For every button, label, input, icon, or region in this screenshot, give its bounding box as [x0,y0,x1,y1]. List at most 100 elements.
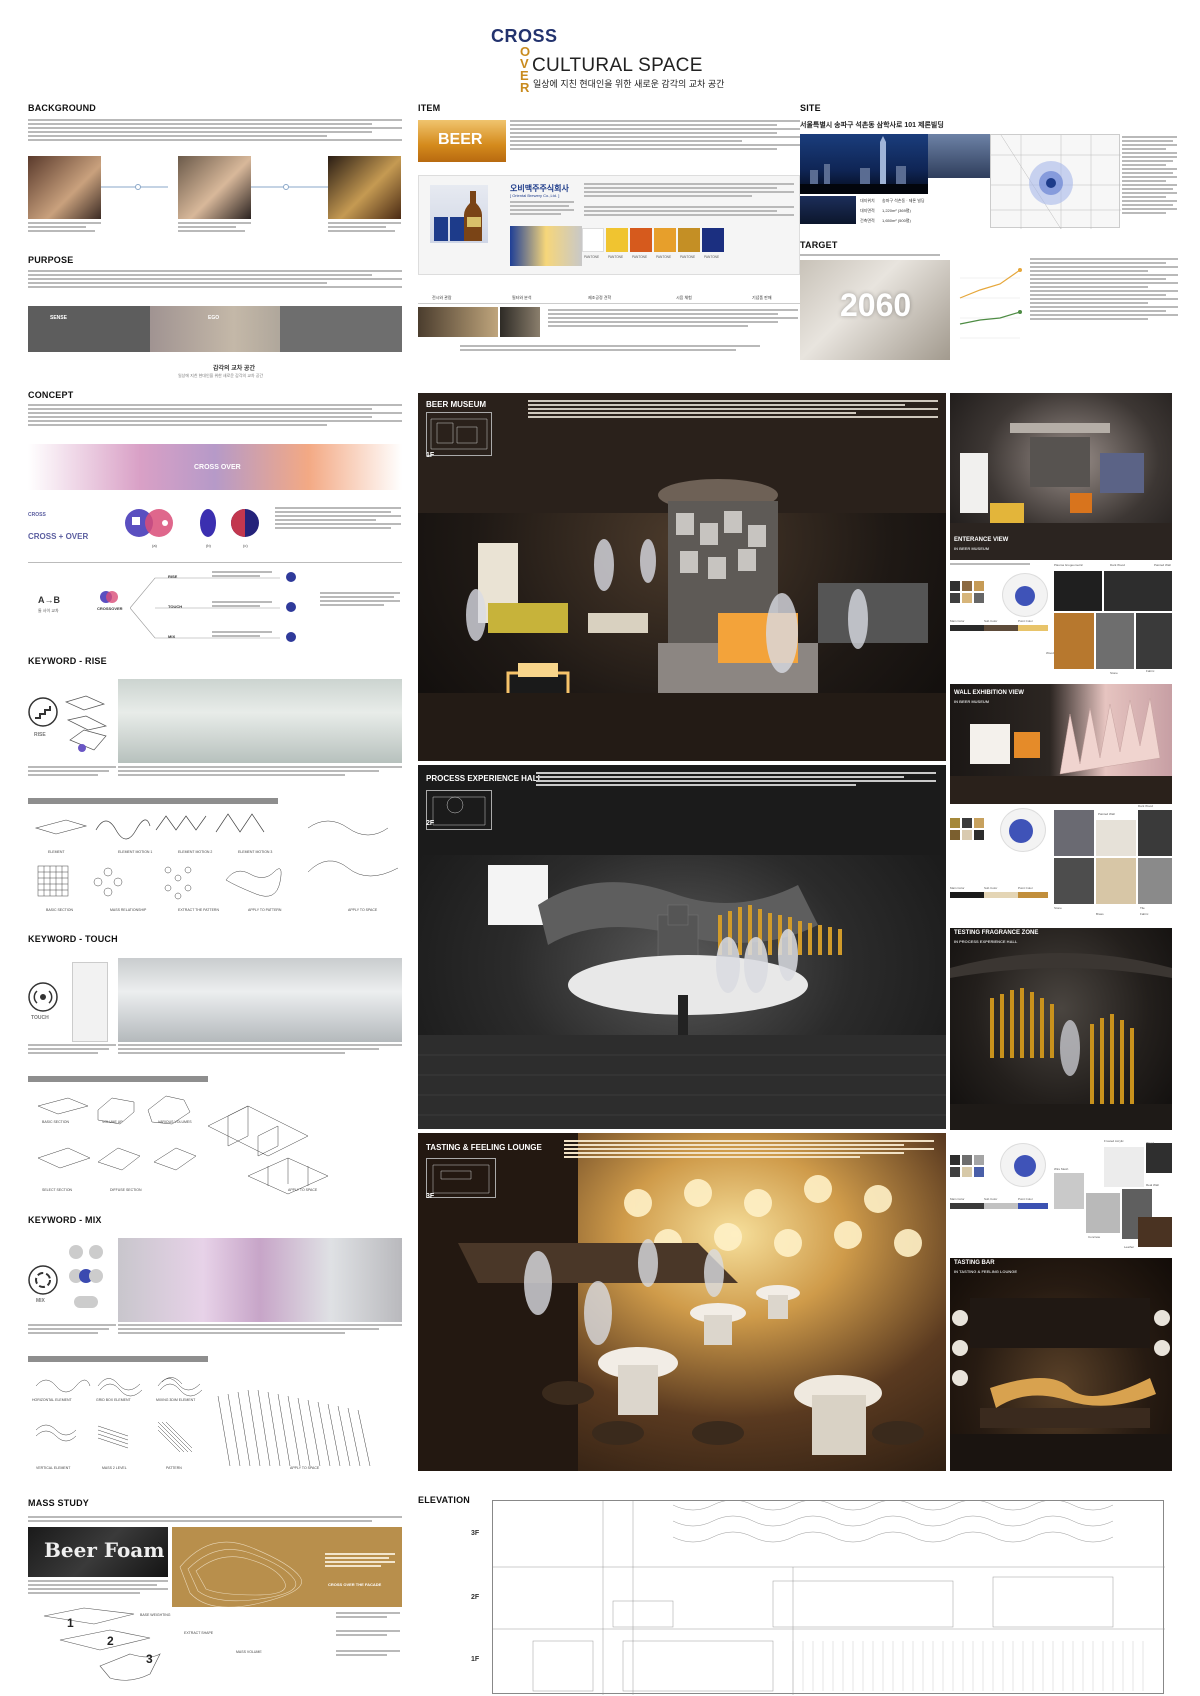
ob-product-row [510,226,582,266]
background-timeline [28,158,402,198]
section-heading-purpose: PURPOSE [28,255,74,265]
flow-text-1 [212,571,272,581]
flow-icon-touch [286,602,296,612]
mix-badge: MIX [36,1298,45,1304]
rise-text-left [28,766,116,780]
concept-cross-word: CROSS [28,512,46,518]
title-over-letter: E [520,68,529,83]
pantone-swatch-2 [606,228,628,252]
flow-text-3 [212,631,272,641]
render-tasting-bar [950,1258,1172,1471]
purpose-label-sense: SENSE [50,315,67,321]
section-heading-elevation: ELEVATION [418,1495,470,1505]
beer-foam-title: Beer Foam [44,1538,165,1562]
elevation-floor-3f: 3F [471,1530,480,1537]
mass-study-text [28,1516,402,1524]
purpose-caption-sub: 일상에 지친 현대인을 위한 새로운 감각의 교차 공간 [178,373,264,378]
render-tasting-lounge-floor: 3F [426,1193,435,1200]
background-caption-1 [28,222,101,236]
title-over-letter: R [520,80,530,95]
elevation-floor-1f: 1F [471,1656,480,1663]
concept-gradient-bar [28,444,402,490]
mass-step-desc-3 [336,1650,400,1658]
beer-museum-plan-inset [426,412,492,456]
purpose-label-ego: EGO [208,315,220,321]
tasting-lounge-plan-inset [426,1158,496,1198]
tasting-lounge-text [564,1140,934,1166]
render-tasting-lounge [418,1133,946,1471]
rise-text-right [118,766,402,780]
background-photo-2 [178,156,251,219]
render-beer-museum-floor: 1F [426,452,435,459]
flow-item-rise: RISE [168,574,178,579]
item-strip-labels: 전시와 관람 필터와 분석 제조공정 견학 시음 체험 기념품 판매 [432,295,772,300]
rise-folding-sketch [62,692,114,756]
touch-diagrams [28,1086,402,1196]
flow-icon-rise [286,572,296,582]
background-caption-2 [178,222,251,236]
render-wall-exhibition [950,684,1172,804]
render-wall-exhibition-sub: IN BEER MUSEUM [954,699,990,704]
mass-step-desc-1 [336,1612,400,1620]
item-strip-divider [418,303,800,304]
touch-photo-strip [118,958,402,1042]
purpose-banner [28,306,402,352]
purpose-text [28,270,402,296]
ob-bottle-image [430,185,488,243]
elevation-drawing [492,1499,1165,1695]
beer-banner-label: BEER [438,131,483,148]
section-heading-item: ITEM [418,103,441,113]
flow-item-mix: MIX [168,634,176,639]
flow-item-touch: TOUCH [168,604,183,609]
purpose-caption: 감각의 교차 공간 [213,366,255,372]
mix-diagrams [28,1366,402,1476]
pantone-swatch-6 [702,228,724,252]
render-beer-museum [418,393,946,761]
background-photo-1 [28,156,101,219]
beer-banner [418,120,506,162]
crossover-small-venn [100,590,118,603]
render-entrance-sub: IN BEER MUSEUM [954,546,990,551]
render-beer-museum-title: BEER MUSEUM [426,400,487,409]
concept-ab-sub: 둘 사이 교차 [38,608,59,613]
touch-process-bar [28,1076,208,1082]
mix-text-left [28,1324,116,1338]
rise-stairs-icon [28,697,58,727]
render-tasting-bar-title: TASTING BAR [954,1260,995,1266]
mass-step-2: 2 [107,1634,114,1648]
render-process-hall-floor: 2F [426,820,435,827]
flow-text-2 [212,601,272,611]
process-hall-plan-inset [426,790,492,830]
mass-step-3: 3 [146,1652,153,1666]
touch-signal-icon [28,982,58,1012]
mix-process-bar [28,1356,208,1362]
concept-ab: A→B [38,595,60,605]
concept-crossover-small: CROSSOVER [97,606,123,611]
item-conclusion-text [460,345,760,355]
target-bar-divider [1023,270,1025,342]
mass-steps-sketch [40,1606,180,1688]
render-fragrance-zone [950,928,1172,1130]
section-heading-keyword-rise: KEYWORD - RISE [28,656,107,666]
title-over-letter: O [520,44,531,59]
section-heading-keyword-mix: KEYWORD - MIX [28,1215,102,1225]
mix-circles-sketch [68,1244,104,1312]
beer-foam-photo [28,1527,168,1577]
title-cross: CROSS [491,26,558,46]
section-heading-mass-study: MASS STUDY [28,1498,90,1508]
rise-badge: RISE [34,732,46,738]
mix-cycle-icon [28,1265,58,1295]
render-entrance-title: ENTERANCE VIEW [954,537,1009,543]
venn-label-c: (c) [243,543,248,548]
process-hall-text [536,772,936,792]
concept-flow-lines [129,575,290,641]
render-fragrance-sub: IN PROCESS EXPERIENCE HALL [954,939,1018,944]
facade-label: CROSS OVER THE FACADE [328,1582,382,1587]
pantone-swatch-3 [630,228,652,252]
ob-company-en: [ Oriental Brewery Co.,Ltd. ] [510,193,560,198]
item-text [510,120,800,156]
concept-text [28,404,402,436]
target-line-chart [956,258,1022,358]
concept-side-text [275,507,401,549]
section-heading-background: BACKGROUND [28,103,96,113]
